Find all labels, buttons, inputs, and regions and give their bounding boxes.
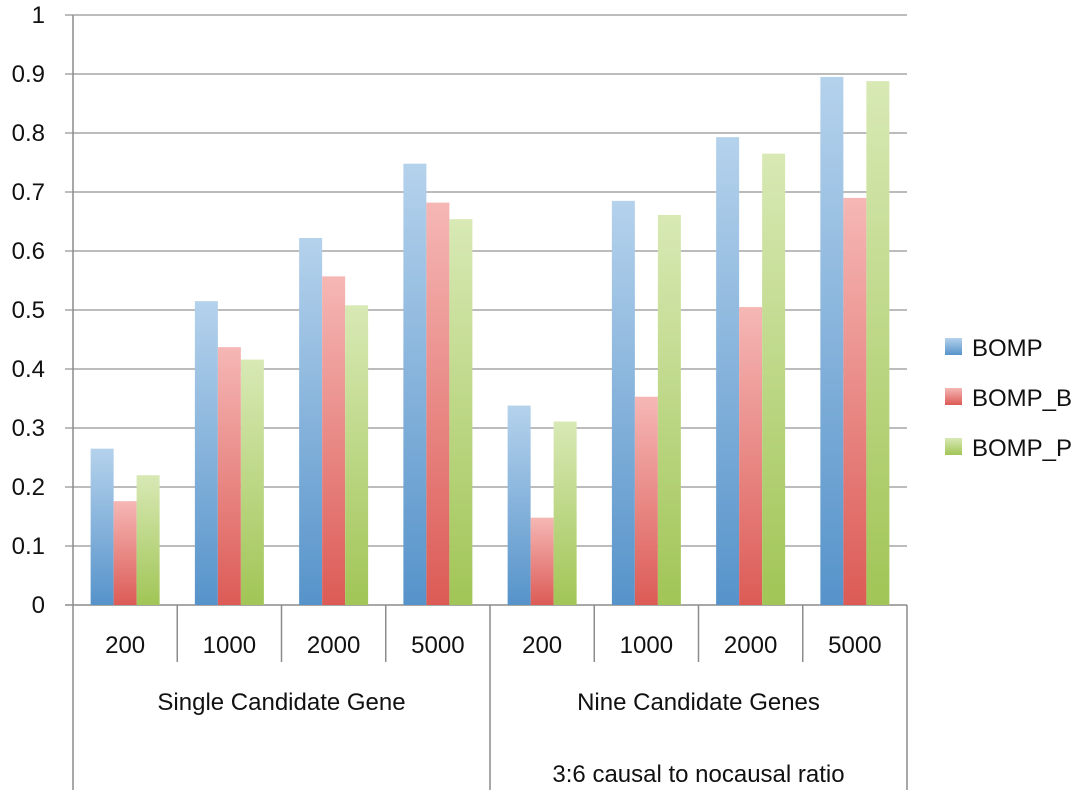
y-axis-ticks: 0 0.1 0.2 0.3 0.4 0.5 0.6 0.7 0.8 0.9 1: [12, 2, 45, 619]
y-tick-label: 0.4: [12, 356, 45, 383]
x-axis: 200 1000 2000 5000 200 1000 2000 5000 Single Can…: [72, 605, 908, 790]
bar-bomp-b: [217, 347, 241, 605]
bar-bomp: [820, 76, 844, 605]
x-group-label: Single Candidate Gene: [157, 689, 405, 716]
bar-bomp-p: [866, 81, 890, 605]
x-category-label: 200: [105, 632, 145, 659]
bar-bomp: [611, 200, 635, 605]
bar-bomp-p: [449, 219, 473, 605]
y-tick-label: 0.8: [12, 120, 45, 147]
bar-bomp-b: [634, 396, 658, 605]
bar-bomp: [299, 238, 323, 605]
bar-bomp-b: [843, 197, 867, 605]
bar-bomp-p: [553, 421, 577, 605]
x-category-label: 1000: [620, 632, 673, 659]
x-category-label: 5000: [828, 632, 881, 659]
y-tick-label: 0.1: [12, 533, 45, 560]
y-tick-label: 0.3: [12, 415, 45, 442]
bar-bomp-p: [136, 475, 160, 605]
x-category-label: 200: [522, 632, 562, 659]
bars: [90, 76, 890, 605]
bar-bomp: [90, 448, 114, 605]
x-category-label: 5000: [411, 632, 464, 659]
bar-bomp-b: [113, 501, 137, 605]
bar-bomp-b: [322, 276, 346, 605]
x-category-label: 2000: [724, 632, 777, 659]
bar-bomp-p: [345, 305, 369, 605]
bar-bomp-p: [762, 153, 786, 605]
y-tick-label: 0.5: [12, 297, 45, 324]
bar-bomp-p: [657, 215, 681, 605]
legend: BOMP BOMP_B BOMP_P: [945, 335, 1072, 462]
legend-label: BOMP_B: [972, 385, 1072, 412]
x-group-sublabel: 3:6 causal to nocausal ratio: [552, 761, 844, 788]
legend-swatch: [945, 338, 962, 355]
y-tick-label: 0.2: [12, 474, 45, 501]
y-tick-label: 0: [32, 592, 45, 619]
legend-label: BOMP_P: [972, 435, 1072, 462]
bar-bomp-p: [240, 359, 264, 605]
bar-bomp-b: [426, 202, 450, 605]
bar-bomp: [403, 163, 427, 605]
bar-bomp: [507, 405, 531, 605]
y-tick-label: 0.9: [12, 61, 45, 88]
bar-bomp: [194, 301, 218, 605]
legend-swatch: [945, 388, 962, 405]
x-group-label: Nine Candidate Genes: [577, 689, 820, 716]
bar-bomp-b: [739, 307, 763, 605]
x-category-label: 1000: [203, 632, 256, 659]
y-tick-label: 0.6: [12, 238, 45, 265]
y-tick-label: 1: [32, 2, 45, 29]
y-tick-label: 0.7: [12, 179, 45, 206]
bar-bomp: [716, 137, 740, 605]
legend-swatch: [945, 438, 962, 455]
bar-bomp-b: [530, 517, 554, 605]
legend-label: BOMP: [972, 335, 1043, 362]
x-category-label: 2000: [307, 632, 360, 659]
